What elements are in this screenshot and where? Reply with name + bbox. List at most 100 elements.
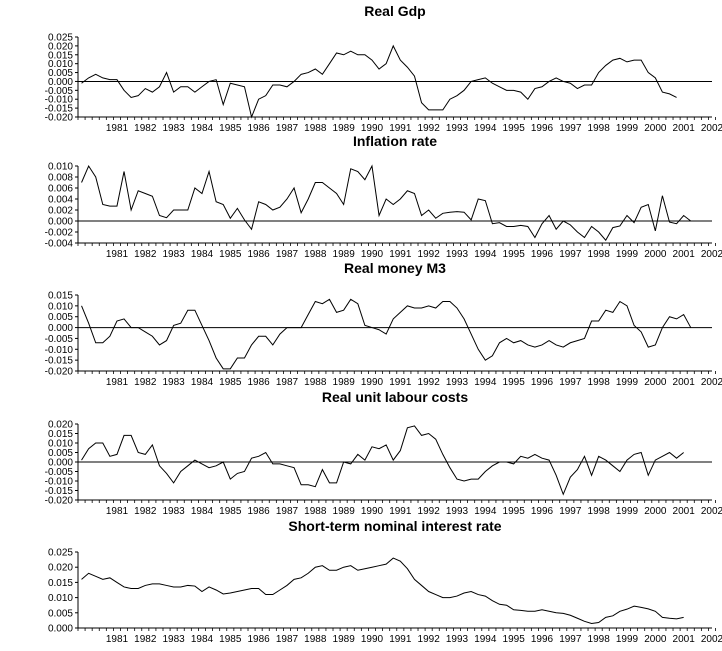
chart-4-ytick-label: 0.015 — [48, 429, 73, 440]
chart-5-xtick-label: 1987 — [276, 634, 299, 645]
chart-2-xtick-label: 1991 — [389, 249, 412, 260]
chart-5-xtick-label: 1985 — [219, 634, 242, 645]
chart-3-ytick-label: 0.000 — [48, 323, 73, 334]
chart-4-xtick-label: 1981 — [106, 506, 129, 517]
chart-3-xtick-label: 1985 — [219, 377, 242, 388]
chart-4-ytick-label: -0.010 — [45, 477, 74, 488]
chart-3-series-line — [81, 298, 692, 370]
chart-2-xtick-label: 1995 — [503, 249, 526, 260]
chart-4-xtick-label: 1989 — [333, 506, 356, 517]
chart-5-ytick-label: 0.005 — [48, 608, 73, 619]
chart-3-title: Real money M3 — [344, 260, 446, 276]
chart-2-xtick-label: 1986 — [248, 249, 271, 260]
chart-2-ytick-label: -0.004 — [45, 239, 74, 250]
chart-1-xtick-label: 1993 — [446, 123, 469, 134]
chart-4-xtick-label: 1992 — [418, 506, 441, 517]
chart-1-ytick-label: 0.020 — [48, 41, 73, 52]
chart-1-xtick-label: 1988 — [304, 123, 327, 134]
chart-3-xtick-label: 2001 — [673, 377, 696, 388]
chart-1-ytick-label: 0.015 — [48, 50, 73, 61]
chart-4-xtick-label: 1998 — [588, 506, 611, 517]
chart-1-xtick-label: 1991 — [389, 123, 412, 134]
chart-4-xtick-label: 1987 — [276, 506, 299, 517]
chart-3-ytick-label: 0.005 — [48, 312, 73, 323]
chart-2-ytick-label: 0.010 — [48, 162, 73, 173]
chart-3-xtick-label: 1991 — [389, 377, 412, 388]
chart-4-xtick-label: 1995 — [503, 506, 526, 517]
chart-3-xtick-label: 1982 — [134, 377, 157, 388]
chart-2-ytick-label: 0.000 — [48, 217, 73, 228]
chart-3-xtick-label: 1981 — [106, 377, 129, 388]
chart-2-ytick-label: -0.002 — [45, 228, 74, 239]
chart-2-xtick-label: 1999 — [616, 249, 639, 260]
chart-4-ytick-label: 0.010 — [48, 439, 73, 450]
chart-5-xtick-label: 1991 — [389, 634, 412, 645]
chart-3-ytick-label: -0.010 — [45, 345, 74, 356]
chart-3-xtick-label: 1995 — [503, 377, 526, 388]
chart-1: Real Gdp0.0250.0200.0150.0100.0050.000-0… — [45, 3, 722, 134]
chart-5-xtick-label: 1996 — [531, 634, 554, 645]
chart-2-ytick-label: 0.008 — [48, 173, 73, 184]
chart-4-xtick-label: 1997 — [559, 506, 582, 517]
chart-3-xtick-label: 1994 — [474, 377, 497, 388]
chart-5-ytick-label: 0.010 — [48, 593, 73, 604]
chart-4-xtick-label: 1996 — [531, 506, 554, 517]
chart-2-title: Inflation rate — [353, 133, 437, 149]
chart-1-xtick-label: 1984 — [191, 123, 214, 134]
chart-5-xtick-label: 1986 — [248, 634, 271, 645]
chart-4-xtick-label: 1991 — [389, 506, 412, 517]
chart-3-xtick-label: 1988 — [304, 377, 327, 388]
chart-1-xtick-label: 1989 — [333, 123, 356, 134]
chart-3-xtick-label: 1992 — [418, 377, 441, 388]
chart-4-xtick-label: 2000 — [644, 506, 667, 517]
chart-5-series-line — [81, 557, 684, 624]
chart-5-xtick-label: 1997 — [559, 634, 582, 645]
chart-4-title: Real unit labour costs — [322, 389, 468, 405]
chart-5-ytick-label: 0.025 — [48, 548, 73, 559]
chart-1-ytick-label: 0.005 — [48, 68, 73, 79]
chart-1-ytick-label: 0.025 — [48, 33, 73, 44]
chart-5-xtick-label: 1988 — [304, 634, 327, 645]
chart-4-ytick-label: 0.005 — [48, 448, 73, 459]
chart-1-ytick-label: 0.010 — [48, 59, 73, 70]
chart-2-ytick-label: 0.002 — [48, 206, 73, 217]
chart-1-xtick-label: 1992 — [418, 123, 441, 134]
chart-1-xtick-label: 1987 — [276, 123, 299, 134]
chart-5-xtick-label: 1984 — [191, 634, 214, 645]
chart-5-xtick-label: 1994 — [474, 634, 497, 645]
chart-4-xtick-label: 1984 — [191, 506, 214, 517]
chart-2-xtick-label: 2001 — [673, 249, 696, 260]
chart-2-xtick-label: 2002 — [701, 249, 722, 260]
chart-2-xtick-label: 1998 — [588, 249, 611, 260]
chart-1-xtick-label: 1998 — [588, 123, 611, 134]
chart-4-ytick-label: -0.015 — [45, 486, 74, 497]
chart-1-xtick-label: 1996 — [531, 123, 554, 134]
chart-2-xtick-label: 1984 — [191, 249, 214, 260]
chart-5-xtick-label: 1982 — [134, 634, 157, 645]
chart-3: Real money M30.0150.0100.0050.000-0.005-… — [45, 260, 722, 388]
chart-2-xtick-label: 1982 — [134, 249, 157, 260]
chart-2-ytick-label: 0.004 — [48, 195, 73, 206]
chart-1-ytick-label: -0.005 — [45, 86, 74, 97]
chart-1-ytick-label: 0.000 — [48, 77, 73, 88]
chart-2-xtick-label: 1993 — [446, 249, 469, 260]
chart-3-xtick-label: 1987 — [276, 377, 299, 388]
chart-4-xtick-label: 1994 — [474, 506, 497, 517]
chart-5-xtick-label: 1983 — [163, 634, 186, 645]
chart-4-series-line — [81, 425, 684, 496]
chart-3-ytick-label: 0.010 — [48, 301, 73, 312]
chart-2-xtick-label: 1983 — [163, 249, 186, 260]
chart-5-title: Short-term nominal interest rate — [288, 518, 501, 534]
chart-1-title: Real Gdp — [364, 3, 425, 19]
chart-1-xtick-label: 1986 — [248, 123, 271, 134]
chart-1-xtick-label: 1995 — [503, 123, 526, 134]
chart-3-xtick-label: 1996 — [531, 377, 554, 388]
chart-4-xtick-label: 1999 — [616, 506, 639, 517]
chart-3-ytick-label: -0.020 — [45, 367, 74, 378]
chart-3-xtick-label: 1999 — [616, 377, 639, 388]
chart-4-xtick-label: 1985 — [219, 506, 242, 517]
chart-1-ytick-label: -0.020 — [45, 113, 74, 124]
chart-2: Inflation rate 0.0100.0080.0060.0040.0020… — [45, 133, 722, 260]
chart-1-xtick-label: 1999 — [616, 123, 639, 134]
chart-2-series-line — [81, 164, 692, 242]
